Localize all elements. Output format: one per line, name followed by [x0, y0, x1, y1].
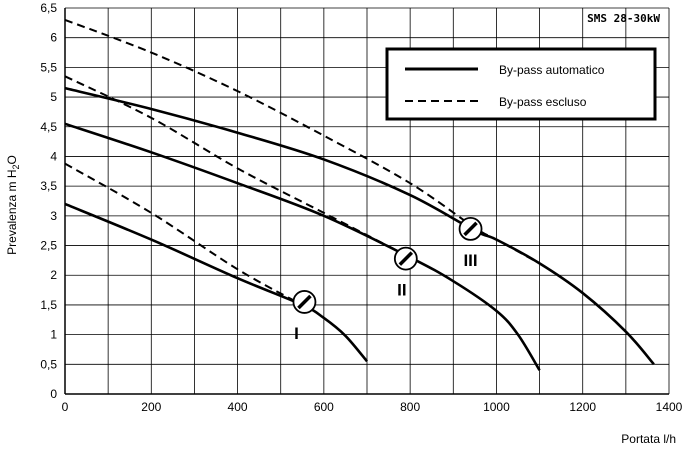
x-tick-label: 1000 [483, 400, 510, 414]
operating-point-slash [398, 251, 414, 266]
y-tick-label: 5 [50, 90, 57, 104]
speed-label-iii: III [463, 251, 477, 270]
speed-label-ii: II [397, 281, 406, 300]
operating-point-slash [297, 294, 312, 310]
y-axis-title-main: Prevalenza m H [5, 169, 19, 254]
model-label: SMS 28-30kW [587, 12, 660, 25]
series-line-dashed-iii [64, 18, 541, 265]
y-tick-label: 0 [50, 387, 57, 401]
x-tick-label: 200 [141, 400, 161, 414]
x-tick-label: 1400 [656, 400, 683, 414]
operating-point-slash [463, 221, 478, 237]
x-axis-title: Portata l/h [621, 432, 676, 446]
y-tick-label: 1,5 [40, 298, 57, 312]
series-line-dashed-ii [64, 75, 411, 259]
x-tick-label: 400 [228, 400, 248, 414]
y-tick-label: 5,5 [40, 60, 57, 74]
x-tick-label: 800 [400, 400, 420, 414]
speed-label-i: I [294, 324, 299, 343]
x-tick-label: 1200 [569, 400, 596, 414]
y-axis-title-text: Prevalenza m H2O [5, 155, 21, 255]
series-line-solid-i [64, 202, 368, 363]
x-tick-label: 0 [62, 400, 69, 414]
legend-label-solid: By-pass automatico [499, 63, 605, 77]
y-tick-label: 0,5 [40, 357, 57, 371]
series-line-dashed-i [64, 162, 303, 306]
y-tick-label: 2 [50, 268, 57, 282]
y-tick-label: 4,5 [40, 120, 57, 134]
y-tick-label: 6,5 [40, 1, 57, 15]
legend-box [385, 47, 657, 121]
y-tick-label: 2,5 [40, 239, 57, 253]
y-axis-title: Prevalenza m H2O [5, 155, 21, 255]
y-tick-label: 3 [50, 209, 57, 223]
series-line-solid-iii [64, 86, 655, 366]
y-tick-label: 1 [50, 328, 57, 342]
y-axis-title-end: O [5, 155, 19, 164]
y-tick-label: 6 [50, 31, 57, 45]
x-tick-label: 600 [314, 400, 334, 414]
series-line-solid-ii [64, 122, 541, 371]
y-tick-label: 4 [50, 149, 57, 163]
legend-label-dashed: By-pass escluso [499, 95, 587, 109]
legend: By-pass automatico By-pass escluso [385, 47, 657, 121]
tick-labels: 0 200 400 600 800 1000 1200 1400 0 0,5 1 1,5 2 2,5 3 3,… [40, 1, 682, 414]
y-axis-title-sub: 2 [11, 164, 21, 169]
y-tick-label: 3,5 [40, 179, 57, 193]
